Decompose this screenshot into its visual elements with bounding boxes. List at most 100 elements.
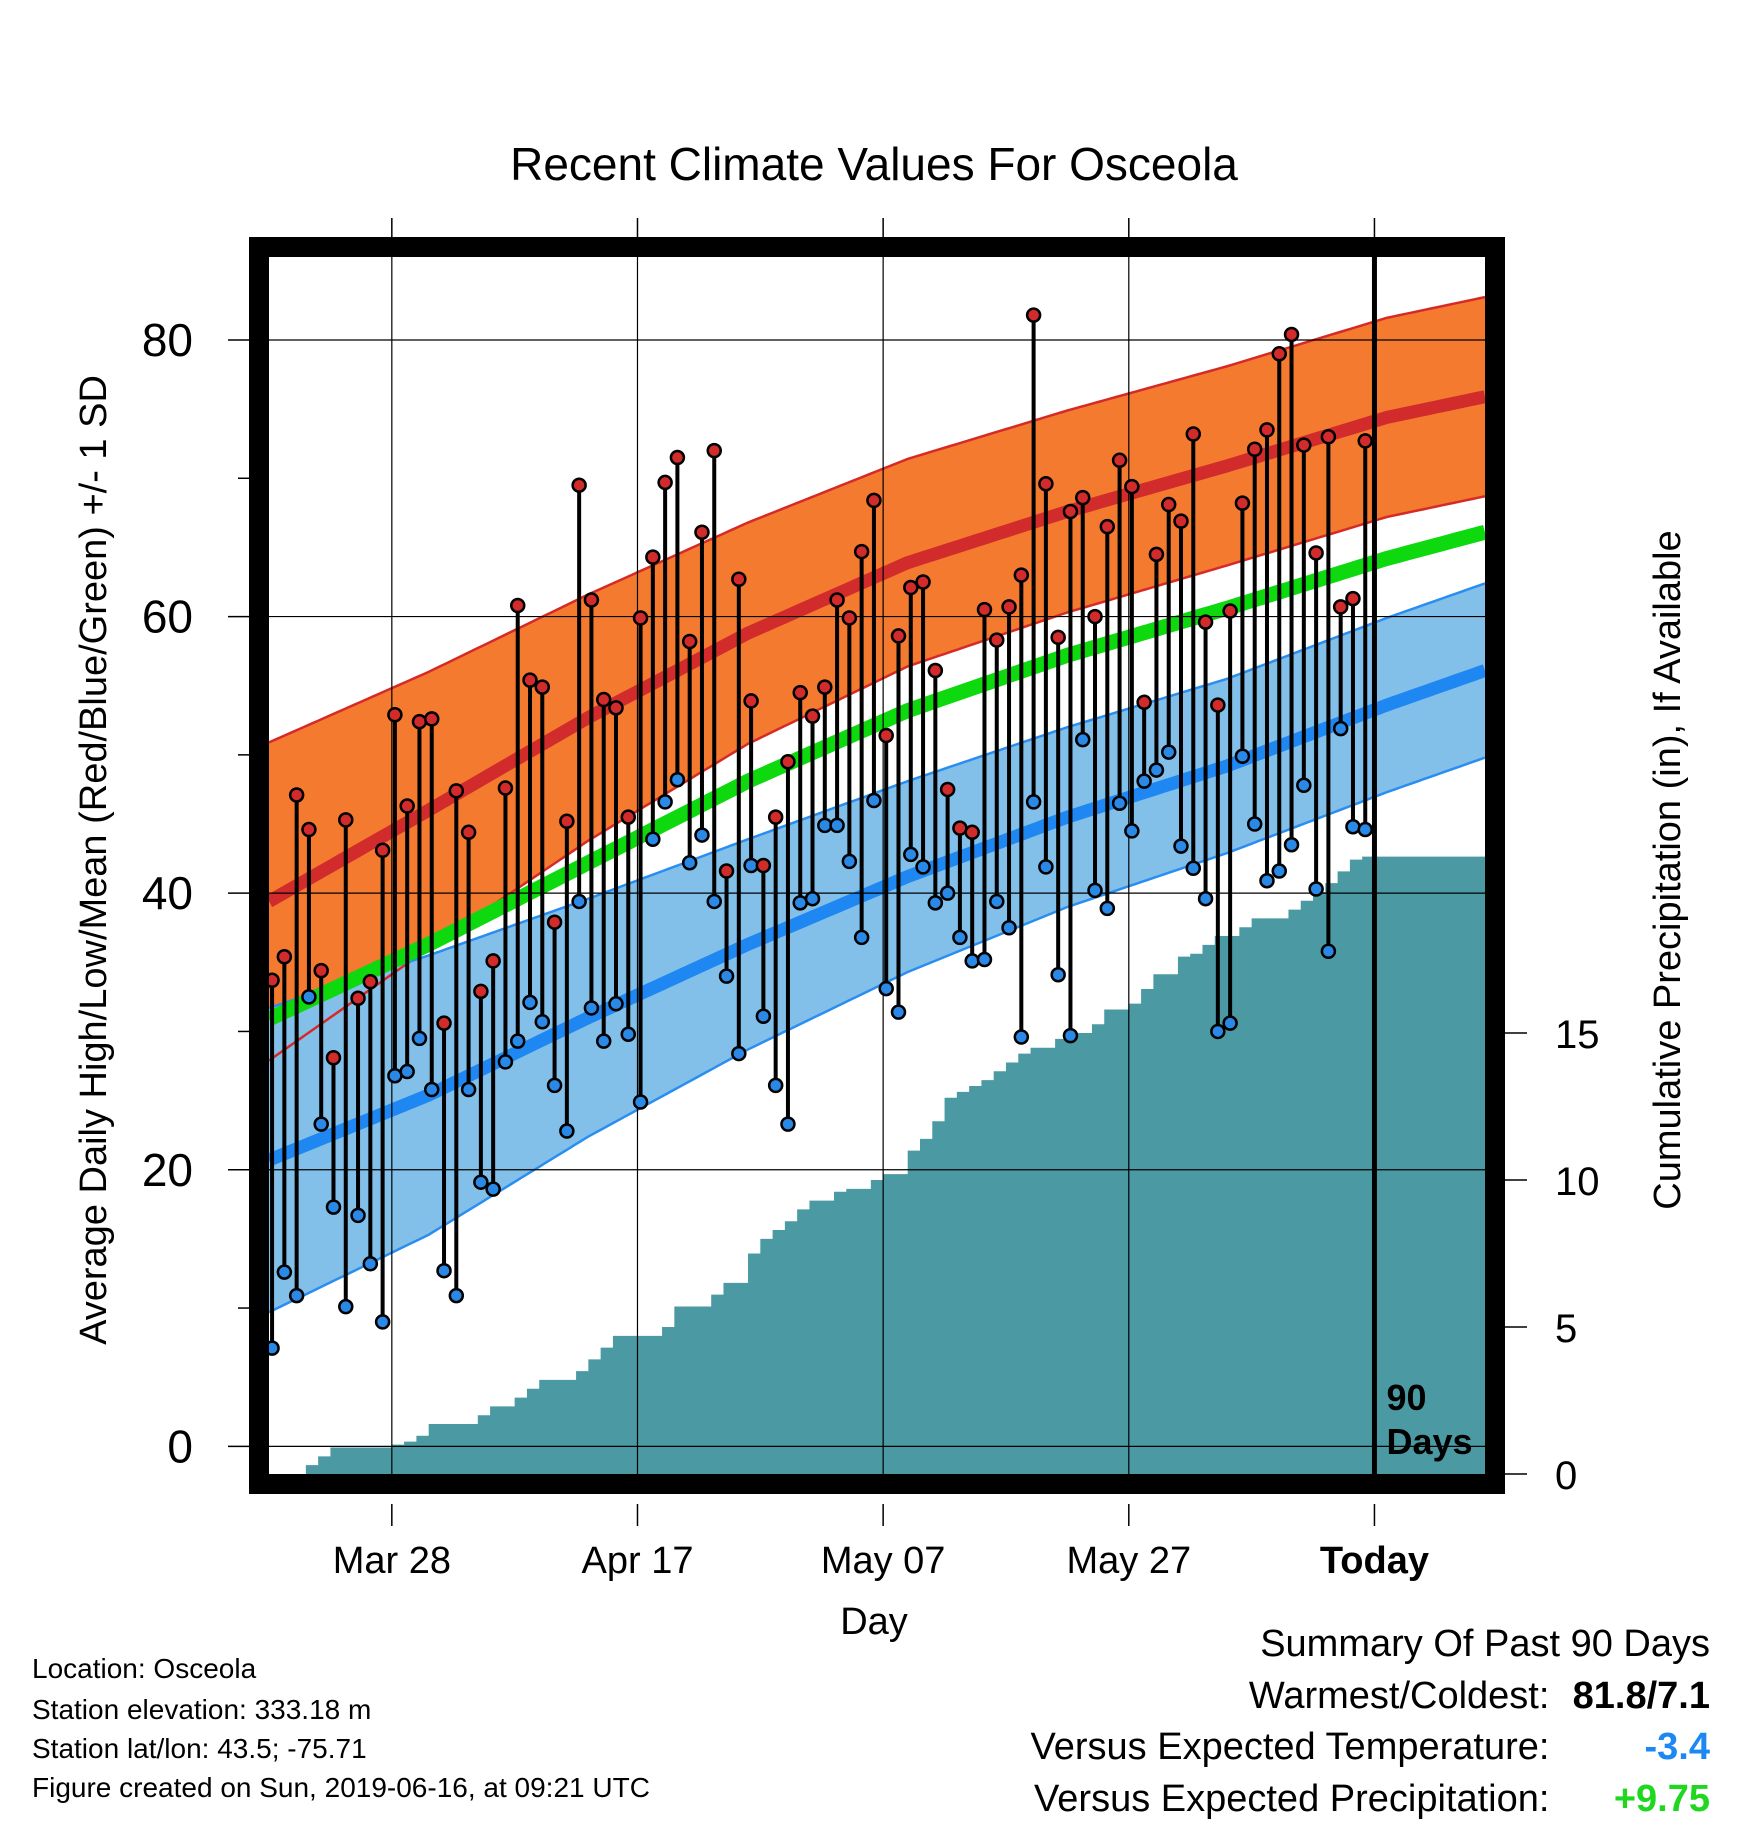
high-point (829, 592, 845, 608)
high-point (1038, 476, 1054, 492)
high-point (706, 442, 723, 459)
low-point (767, 1077, 784, 1094)
low-point (632, 1094, 649, 1110)
high-point (731, 571, 747, 587)
high-point (890, 628, 907, 644)
low-point (608, 996, 624, 1012)
low-point (559, 1123, 575, 1139)
high-point (841, 610, 858, 626)
low-point (497, 1054, 514, 1070)
high-point (325, 1049, 342, 1066)
high-point (1136, 694, 1152, 711)
high-point (411, 713, 428, 730)
high-point (817, 679, 833, 695)
high-point (374, 842, 391, 859)
y-tick-label-right: 10 (1555, 1160, 1600, 1204)
y-tick-label-right: 0 (1555, 1454, 1577, 1498)
high-point (583, 592, 600, 608)
low-point (669, 772, 686, 788)
high-point (1320, 429, 1337, 445)
high-point (1099, 518, 1116, 535)
low-point (841, 853, 858, 870)
today-days-number: 90 (1386, 1377, 1426, 1418)
high-point (1197, 614, 1214, 630)
high-point (939, 781, 956, 798)
high-point (1222, 603, 1238, 619)
high-point (460, 824, 477, 841)
axes: 0 20 40 60 80 0 5 10 15 Mar 28 Apr 17 May 07 May 27 T… (142, 218, 1600, 1582)
low-point (1062, 1027, 1079, 1044)
low-band-upper-edge (268, 582, 1486, 1010)
high-point (571, 477, 587, 493)
high-point (1308, 545, 1324, 561)
high-point (288, 787, 305, 803)
low-point (1345, 819, 1361, 835)
high-point (1025, 307, 1042, 323)
station-elevation: Station elevation: 333.18 m (32, 1694, 372, 1725)
low-point (1259, 872, 1275, 889)
x-tick-label: Mar 28 (333, 1540, 451, 1582)
high-point (1210, 697, 1226, 713)
summary-temperature: Versus Expected Temperature: -3.4 (1031, 1728, 1710, 1766)
low-point (645, 831, 661, 847)
daily-observations (264, 307, 1373, 1356)
low-mean-line (266, 664, 1488, 1167)
y-tick-label-left: 40 (142, 867, 193, 919)
low-point (989, 893, 1005, 910)
low-point (473, 1174, 489, 1190)
low-point (1038, 859, 1054, 875)
high-point (1013, 567, 1030, 583)
high-point (780, 754, 796, 770)
y-axis-label-right: Cumulative Precipitation (in), If Availa… (1647, 530, 1689, 1209)
y-tick-label-left: 60 (142, 591, 193, 643)
temperature-departure-value: -3.4 (1644, 1726, 1710, 1768)
low-point (1332, 720, 1349, 737)
high-point (387, 707, 403, 723)
low-point (325, 1199, 342, 1215)
low-point (755, 1008, 772, 1024)
y-tick-label-left: 20 (142, 1144, 193, 1196)
high-point (1148, 546, 1165, 563)
high-point (473, 983, 489, 1000)
low-point (1124, 823, 1140, 839)
low-point (1357, 821, 1373, 838)
high-point (632, 610, 649, 626)
low-point (436, 1262, 452, 1279)
high-point (608, 700, 624, 716)
low-point (927, 895, 944, 911)
low-point (1013, 1029, 1030, 1045)
high-point (903, 579, 919, 596)
low-point (1148, 762, 1165, 778)
high-point (546, 914, 563, 930)
high-point (915, 574, 931, 590)
high-point (362, 973, 379, 990)
high-point (694, 524, 710, 540)
low-point (1246, 816, 1263, 832)
high-point (718, 863, 735, 879)
low-point (1197, 890, 1214, 907)
chart-title: Recent Climate Values For Osceola (510, 138, 1238, 190)
low-point (1185, 860, 1202, 877)
high-point (1050, 629, 1066, 646)
warmest-coldest-label: Warmest/Coldest: (1248, 1675, 1550, 1717)
low-point (583, 1000, 600, 1016)
high-point (804, 708, 821, 724)
y-tick-label-left: 0 (167, 1420, 193, 1472)
low-point (423, 1081, 440, 1098)
low-point (804, 890, 821, 907)
low-point (546, 1077, 563, 1094)
high-point (1246, 441, 1263, 457)
high-point (767, 809, 784, 825)
low-point (374, 1314, 391, 1330)
high-point (743, 693, 759, 709)
high-point (755, 857, 772, 874)
high-point (964, 824, 980, 841)
low-point (1050, 967, 1066, 983)
high-point (927, 662, 944, 679)
low-point (534, 1014, 551, 1030)
high-point (522, 672, 538, 688)
high-point (1234, 495, 1251, 511)
low-point (706, 893, 723, 910)
low-point (1001, 919, 1017, 936)
low-point (1111, 795, 1128, 812)
